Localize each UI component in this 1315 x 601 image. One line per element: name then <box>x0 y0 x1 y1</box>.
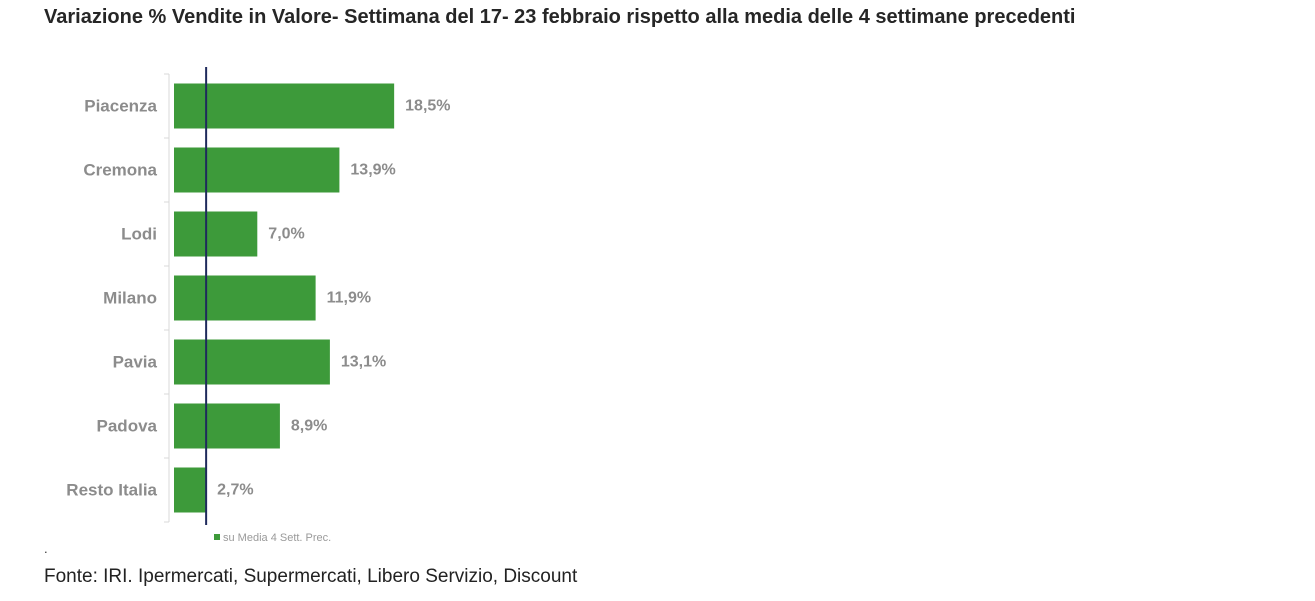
category-label: Piacenza <box>84 97 157 116</box>
data-label: 13,9% <box>350 162 395 179</box>
bar-lodi <box>174 211 258 257</box>
bar-padova <box>174 403 280 449</box>
category-label: Pavia <box>113 353 158 372</box>
bar-piacenza <box>174 83 395 129</box>
data-label: 18,5% <box>405 98 450 115</box>
data-label: 11,9% <box>327 290 371 307</box>
data-label: 2,7% <box>217 482 253 499</box>
chart-title: Variazione % Vendite in Valore- Settiman… <box>44 6 1076 28</box>
data-label: 8,9% <box>291 418 327 435</box>
bar-pavia <box>174 339 330 385</box>
category-label: Resto Italia <box>66 481 157 500</box>
data-label: 13,1% <box>341 354 386 371</box>
bar-resto-italia <box>174 467 207 513</box>
category-label: Cremona <box>83 161 157 180</box>
source-note: Fonte: IRI. Ipermercati, Supermercati, L… <box>44 566 578 587</box>
category-label: Padova <box>97 417 158 436</box>
legend-swatch <box>214 534 220 540</box>
category-label: Lodi <box>121 225 157 244</box>
data-label: 7,0% <box>268 226 304 243</box>
bar-milano <box>174 275 316 321</box>
category-label: Milano <box>103 289 157 308</box>
footnote-mark: . <box>44 541 48 556</box>
bar-cremona <box>174 147 340 193</box>
legend-label: su Media 4 Sett. Prec. <box>223 532 331 544</box>
